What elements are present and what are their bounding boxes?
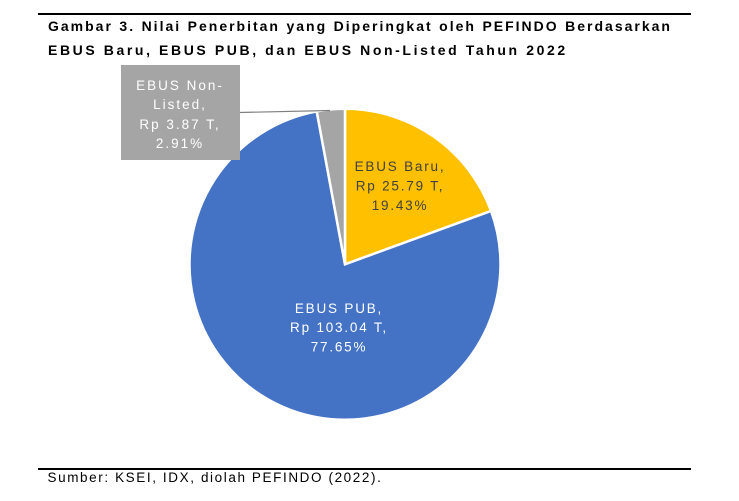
svg-text:EBUS PUB,: EBUS PUB, (295, 301, 383, 316)
svg-text:77.65%: 77.65% (311, 340, 368, 355)
svg-text:EBUS Baru,: EBUS Baru, (355, 159, 446, 174)
svg-text:Rp 103.04 T,: Rp 103.04 T, (290, 320, 388, 335)
svg-text:19.43%: 19.43% (372, 198, 429, 213)
svg-text:Rp 25.79 T,: Rp 25.79 T, (356, 179, 445, 194)
